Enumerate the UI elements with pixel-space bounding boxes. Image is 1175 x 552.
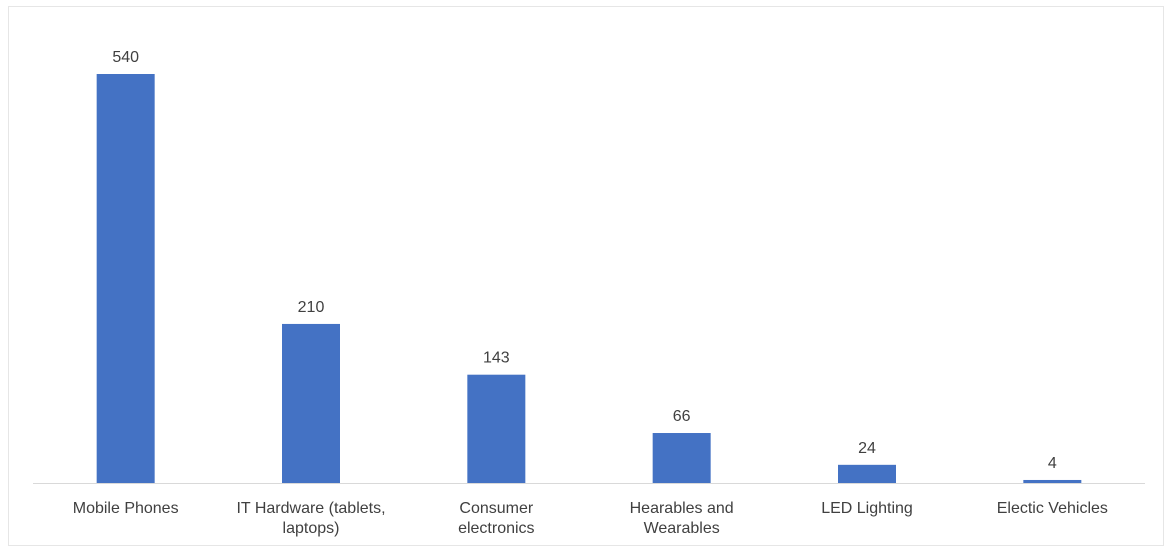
bar-value-label: 66 [673, 408, 691, 425]
bar-value-label: 540 [112, 49, 139, 66]
value-labels-layer: 540 210 143 66 24 4 [112, 49, 1057, 472]
category-label: Mobile Phones [73, 500, 179, 517]
category-label-line: laptops) [283, 520, 340, 537]
category-label-line: IT Hardware (tablets, [236, 500, 385, 517]
chart-frame [8, 6, 1164, 546]
category-label: LED Lighting [821, 500, 913, 517]
bar [282, 323, 340, 483]
bar-value-label: 4 [1048, 455, 1057, 472]
category-label-line: electronics [458, 520, 534, 537]
bar-value-label: 210 [298, 299, 325, 316]
category-label-line: Mobile Phones [73, 500, 179, 517]
category-labels-layer: Mobile Phones IT Hardware (tablets, laptop… [73, 500, 1108, 537]
bars-layer [96, 74, 1082, 483]
bar-value-label: 24 [858, 440, 876, 457]
bar [652, 433, 711, 483]
category-label: Consumer electronics [458, 500, 534, 537]
category-label-line: Consumer [459, 500, 533, 517]
bar-value-label: 143 [483, 350, 510, 367]
category-label-line: Electic Vehicles [997, 500, 1108, 517]
bar [467, 374, 526, 483]
category-label: IT Hardware (tablets, laptops) [236, 500, 385, 537]
category-label-line: LED Lighting [821, 500, 913, 517]
bar [838, 464, 896, 483]
category-label: Hearables and Wearables [630, 500, 734, 537]
bar [1023, 479, 1082, 483]
category-label: Electic Vehicles [997, 500, 1108, 517]
category-label-line: Hearables and [630, 500, 734, 517]
bar [96, 74, 155, 483]
category-label-line: Wearables [644, 520, 720, 537]
